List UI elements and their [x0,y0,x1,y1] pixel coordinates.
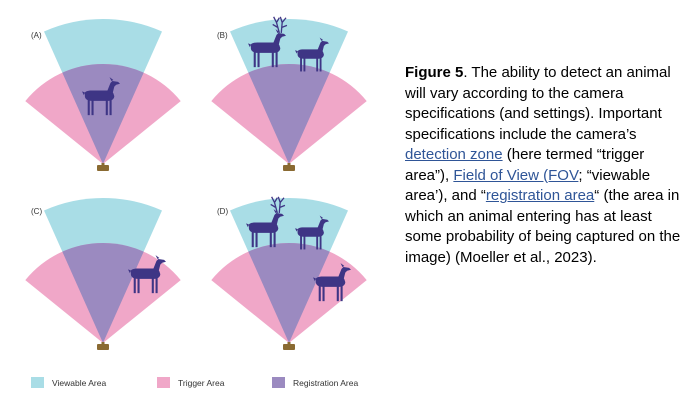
legend-swatch [31,377,44,388]
legend-swatch [157,377,170,388]
camera-icon [97,163,109,171]
registration-area-link[interactable]: registration area [485,187,595,204]
legend-swatch [272,377,285,388]
panel-d: (D) [211,196,367,350]
panel-b: (B) [211,16,367,171]
camera-icon [283,342,295,350]
caption-text: “ (the area in which an animal entering … [405,187,681,266]
panel-label: (C) [31,207,42,216]
panel-a: (A) [25,18,181,171]
legend-label: Viewable Area [52,378,106,388]
panel-label: (B) [217,31,228,40]
figure-caption: Figure 5. The ability to detect an anima… [405,63,685,268]
legend-item: Trigger Area [157,377,225,388]
panel-c: (C) [25,197,181,350]
field-of-view-link[interactable]: Field of View (FOV [453,166,579,184]
caption-text: ; “viewable area’), and “ [405,166,651,205]
registration-area [248,242,330,343]
registration-area [248,63,330,164]
caption-text: (here termed “trigger area”), [405,146,645,184]
camera-zone-diagram: (A) (B) (C) (D) Viewable Area Trigger Area Re… [25,16,367,388]
panel-label: (D) [217,207,228,216]
legend-item: Registration Area [272,377,358,388]
panel-label: (A) [31,31,42,40]
legend-label: Registration Area [293,378,358,388]
legend-label: Trigger Area [178,378,225,388]
detection-zone-link[interactable]: detection zone [405,146,503,163]
camera-icon [283,163,295,171]
camera-icon [97,342,109,350]
caption-text: . The ability to detect an animal will v… [405,64,671,143]
registration-area [62,63,144,164]
registration-area [62,242,144,343]
legend-item: Viewable Area [31,377,106,388]
figure-label: Figure 5 [405,64,464,81]
